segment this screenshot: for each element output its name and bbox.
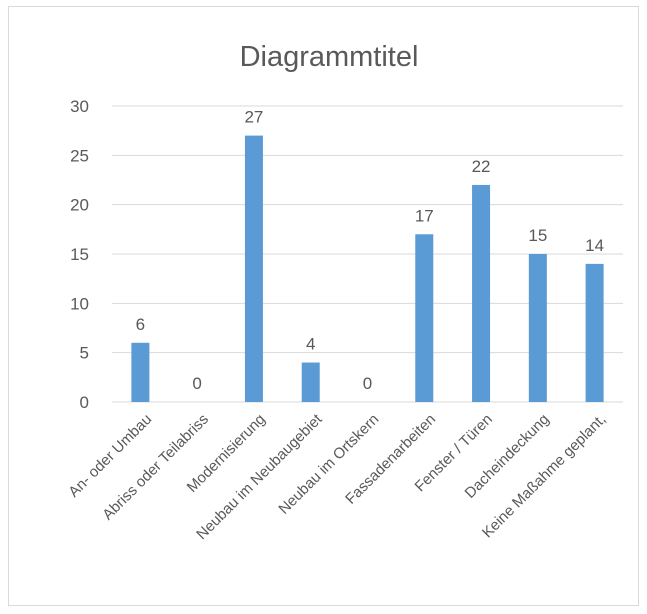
- bar: [585, 263, 604, 402]
- bar: [528, 254, 547, 402]
- data-label: 17: [415, 206, 434, 225]
- bar: [472, 184, 491, 402]
- y-tick-label: 0: [80, 393, 89, 412]
- bar: [415, 234, 434, 402]
- y-axis: 0 5 10 15 20 25 30: [70, 97, 89, 412]
- data-label: 22: [472, 157, 491, 176]
- data-label: 14: [585, 236, 604, 255]
- data-label: 6: [136, 315, 145, 334]
- data-label: 0: [192, 374, 201, 393]
- data-label: 15: [528, 226, 547, 245]
- y-tick-label: 25: [70, 146, 89, 165]
- x-tick-label: Neubau im Ortskern: [275, 411, 382, 518]
- data-label: 4: [306, 335, 315, 354]
- x-tick-label: Abriss oder Teilabriss: [99, 411, 212, 524]
- y-tick-label: 5: [80, 344, 89, 363]
- y-tick-label: 20: [70, 196, 89, 215]
- bar: [131, 342, 150, 402]
- y-tick-label: 10: [70, 294, 89, 313]
- data-labels: 6 0 27 4 0 17 22 15 14: [136, 108, 604, 393]
- data-label: 0: [363, 374, 372, 393]
- y-tick-label: 30: [70, 97, 89, 116]
- data-label: 27: [244, 108, 263, 127]
- y-tick-label: 15: [70, 245, 89, 264]
- chart-title: Diagrammtitel: [240, 41, 419, 73]
- bars: [131, 135, 604, 402]
- bar: [244, 135, 263, 402]
- bar: [301, 362, 320, 402]
